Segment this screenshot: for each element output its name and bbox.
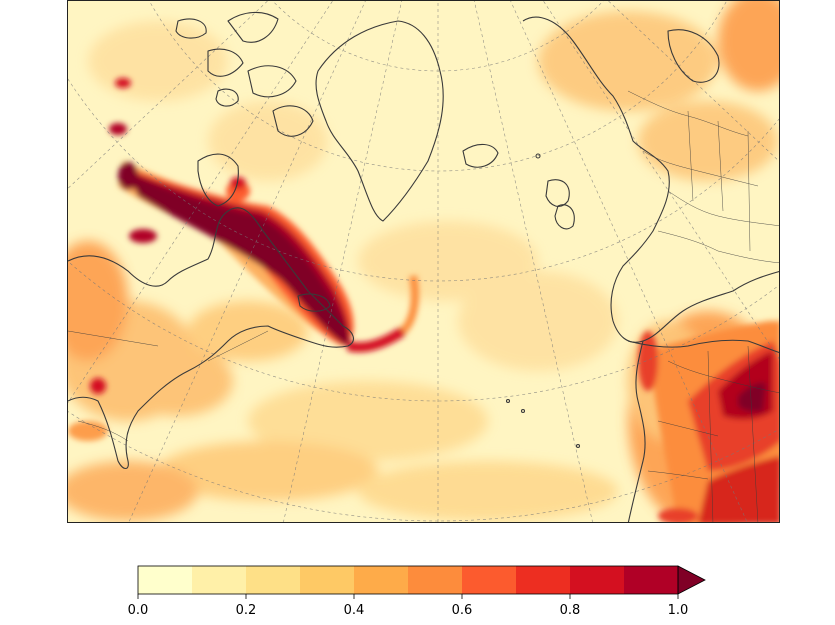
colorbar-tick-label: 0.4 — [344, 603, 365, 618]
country-borders — [68, 90, 779, 522]
africa-coast — [627, 340, 646, 522]
colorbar-tick-label: 1.0 — [668, 603, 689, 618]
graticule — [68, 1, 779, 522]
colorbar-bin — [354, 566, 409, 594]
colorbar-tick-label: 0.0 — [128, 603, 149, 618]
iceland-coast — [462, 143, 499, 168]
north-america-coast — [68, 207, 354, 470]
colorbar-bin — [138, 566, 193, 594]
colorbar-bin — [624, 566, 679, 594]
smoke-plume — [68, 78, 419, 441]
colorbar-bins — [138, 566, 679, 594]
colorbar-tick-label: 0.2 — [236, 603, 257, 618]
map-panel — [67, 0, 780, 523]
saharan-dust-plume — [638, 321, 779, 522]
colorbar-bin — [246, 566, 301, 594]
colorbar-tick-label: 0.8 — [560, 603, 581, 618]
colorbar-bin — [570, 566, 625, 594]
colorbar-tick-label: 0.6 — [452, 603, 473, 618]
greenland-coast — [315, 20, 444, 222]
colorbar-bin — [192, 566, 247, 594]
map-canvas — [68, 1, 779, 522]
colorbar-outline — [137, 565, 679, 595]
coastlines — [68, 11, 779, 522]
colorbar-bin — [408, 566, 463, 594]
colorbar-ticks: 0.0 0.2 0.4 0.6 0.8 1.0 — [128, 594, 689, 618]
colorbar-bin — [462, 566, 517, 594]
colorbar-bin — [516, 566, 571, 594]
colorbar-bin — [300, 566, 355, 594]
europe-coast — [522, 16, 779, 343]
colorbar-extend-arrow — [677, 565, 706, 595]
colorbar: 0.0 0.2 0.4 0.6 0.8 1.0 — [128, 565, 706, 618]
